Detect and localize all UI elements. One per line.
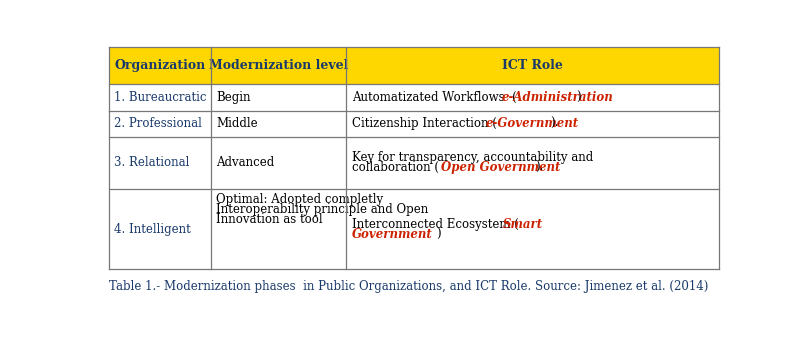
Text: ).: ). <box>536 161 544 174</box>
Text: Open Government: Open Government <box>441 161 561 174</box>
Text: Optimal: Adopted completly: Optimal: Adopted completly <box>217 193 383 206</box>
Bar <box>109 137 719 189</box>
Text: 2. Professional: 2. Professional <box>114 117 202 130</box>
Text: Table 1.- Modernization phases  in Public Organizations, and ICT Role. Source: J: Table 1.- Modernization phases in Public… <box>109 280 708 293</box>
Text: Citizenship Interaction (: Citizenship Interaction ( <box>351 117 497 130</box>
Bar <box>109 47 719 84</box>
Text: Modernization level: Modernization level <box>208 60 348 73</box>
Text: Begin: Begin <box>217 91 250 104</box>
Text: Automatizated Workflows  (: Automatizated Workflows ( <box>351 91 516 104</box>
Bar <box>109 110 719 137</box>
Text: Smart: Smart <box>503 218 543 231</box>
Text: Middle: Middle <box>217 117 258 130</box>
Text: Government: Government <box>351 228 432 241</box>
Text: collaboration (: collaboration ( <box>351 161 439 174</box>
Text: ): ) <box>436 228 441 241</box>
Text: ).: ). <box>549 117 558 130</box>
Text: ICT Role: ICT Role <box>503 60 563 73</box>
Text: Interconnected Ecosystem (: Interconnected Ecosystem ( <box>351 218 519 231</box>
Text: 1. Bureaucratic: 1. Bureaucratic <box>114 91 207 104</box>
Text: Interoperability principle and Open: Interoperability principle and Open <box>217 203 428 216</box>
Text: Advanced: Advanced <box>217 157 275 170</box>
Text: 3. Relational: 3. Relational <box>114 157 190 170</box>
Bar <box>109 189 719 269</box>
Text: e-Administration: e-Administration <box>501 91 613 104</box>
Text: ): ) <box>576 91 581 104</box>
Text: e-Government: e-Government <box>486 117 579 130</box>
Text: Organization: Organization <box>114 60 205 73</box>
Text: 4. Intelligent: 4. Intelligent <box>114 223 191 236</box>
Text: Key for transparency, accountability and: Key for transparency, accountability and <box>351 151 593 164</box>
Text: Innovation as tool: Innovation as tool <box>217 213 322 226</box>
Bar <box>109 84 719 110</box>
